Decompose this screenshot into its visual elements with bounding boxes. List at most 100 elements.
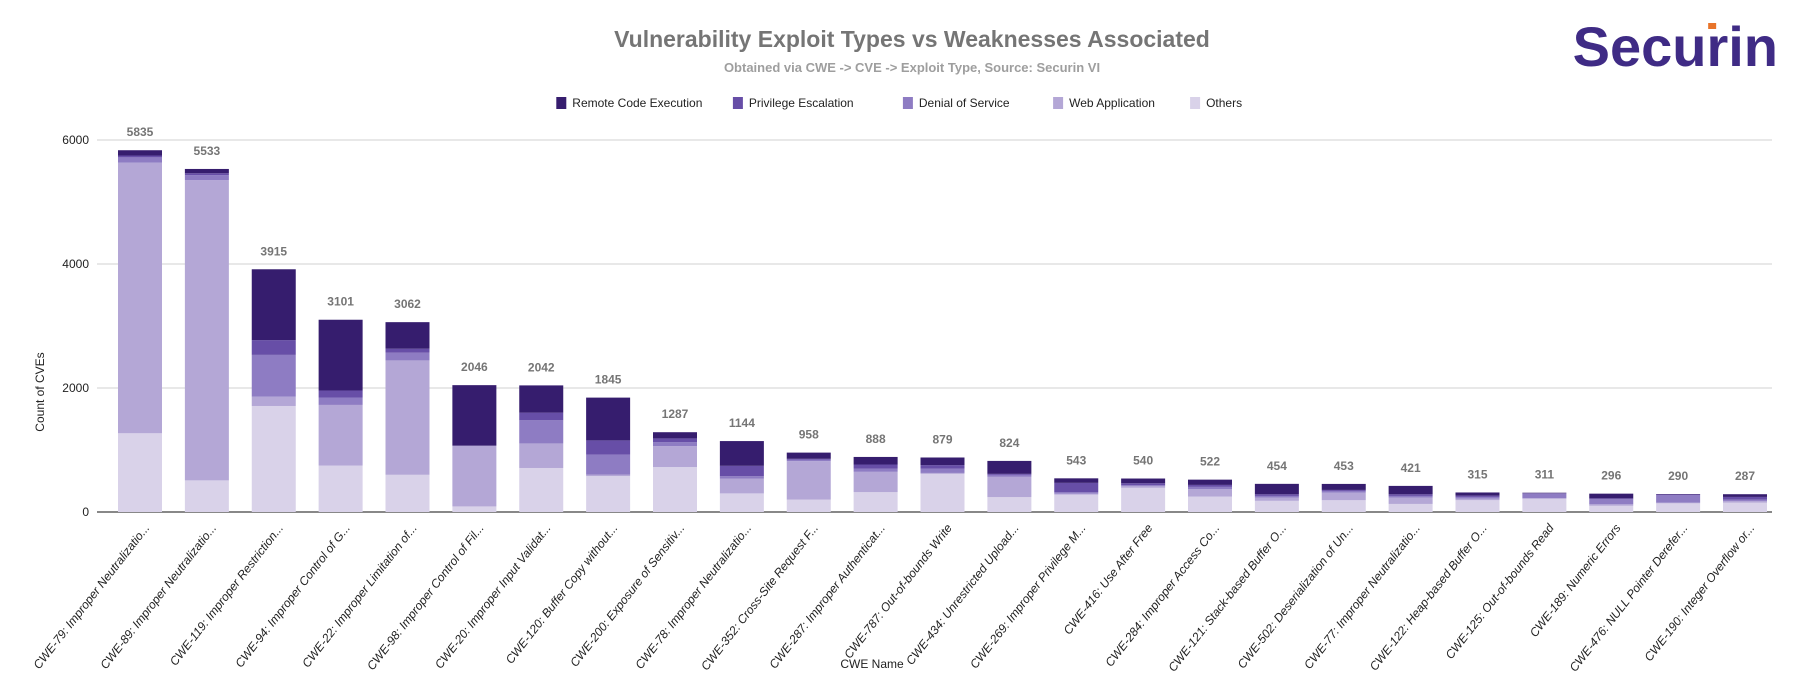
bar-segment-remote-code-execution <box>184 168 229 174</box>
bar-segment-privilege-escalation <box>853 464 898 469</box>
bar-stack <box>1054 478 1099 512</box>
bar-segment-privilege-escalation <box>1455 495 1500 497</box>
bar-segment-web-application <box>251 396 296 406</box>
bar-segment-others <box>586 476 631 512</box>
bar-segment-others <box>184 480 229 512</box>
x-axis-labels: CWE-79: Improper Neutralizatio...CWE-89:… <box>30 521 1757 674</box>
x-tick-label: CWE-89: Improper Neutralizatio... <box>97 521 219 672</box>
bar-segment-remote-code-execution <box>1188 479 1232 485</box>
bar-segment-denial-of-service <box>519 420 564 444</box>
bar-segment-remote-code-execution <box>318 319 363 391</box>
legend-swatch <box>1053 97 1064 109</box>
bar-segment-denial-of-service <box>1589 499 1634 505</box>
bar-segment-privilege-escalation <box>1054 482 1099 493</box>
total-label: 296 <box>1601 469 1621 483</box>
bar-stack <box>1522 492 1567 512</box>
bar-segment-web-application <box>1121 486 1166 488</box>
total-label: 1287 <box>662 407 689 421</box>
x-tick-label: CWE-120: Buffer Copy without... <box>503 521 621 666</box>
x-tick-label: CWE-79: Improper Neutralizatio... <box>30 521 152 672</box>
x-tick-label: CWE-287: Improper Authenticat... <box>766 521 888 671</box>
bar-segment-remote-code-execution <box>251 269 296 341</box>
total-label: 824 <box>999 436 1019 450</box>
bar-segment-web-application <box>1188 489 1232 497</box>
bar-stack <box>1656 494 1701 512</box>
bar-segment-privilege-escalation <box>1321 489 1366 491</box>
x-tick-label: CWE-121: Stack-based Buffer O... <box>1165 521 1289 674</box>
bar-segment-others <box>1723 502 1767 512</box>
bar-segment-others <box>118 433 162 512</box>
legend-item: Remote Code Execution <box>556 96 702 110</box>
bar-segment-denial-of-service <box>318 397 363 405</box>
bar-segment-privilege-escalation <box>251 340 296 355</box>
bar-segment-others <box>920 473 965 512</box>
bar-segment-web-application <box>920 472 965 474</box>
bar-segment-privilege-escalation <box>1121 483 1166 486</box>
bar-segment-web-application <box>1388 497 1433 504</box>
bar-segment-others <box>385 474 430 512</box>
total-label: 311 <box>1535 468 1555 482</box>
bar-segment-privilege-escalation <box>1388 494 1433 496</box>
bar-segment-others <box>653 467 697 512</box>
bar-segment-others <box>519 467 564 512</box>
bar-stack <box>853 456 898 512</box>
bar-stack <box>920 457 965 512</box>
bar-segment-web-application <box>987 476 1032 498</box>
x-tick-label: CWE-200: Exposure of Sensitiv... <box>567 521 687 669</box>
x-tick-label: CWE-352: Cross-Site Request F... <box>698 521 821 673</box>
bar-segment-web-application <box>1054 493 1099 495</box>
total-label: 421 <box>1401 461 1421 475</box>
bar-segment-privilege-escalation <box>385 348 430 353</box>
logo-text: Securin <box>1573 15 1778 78</box>
bar-segment-others <box>452 506 497 512</box>
bar-stack <box>1455 492 1500 512</box>
bar-segment-denial-of-service <box>719 476 764 479</box>
bar-segment-remote-code-execution <box>653 432 697 439</box>
bar-segment-remote-code-execution <box>1455 492 1500 496</box>
bar-segment-privilege-escalation <box>118 155 162 158</box>
bar-segment-others <box>1522 498 1567 512</box>
bar-segment-privilege-escalation <box>786 458 831 460</box>
bar-segment-remote-code-execution <box>920 457 965 466</box>
bar-stack <box>118 150 162 512</box>
total-label: 543 <box>1066 453 1086 467</box>
bar-segment-web-application <box>653 446 697 468</box>
bar-segment-remote-code-execution <box>1121 478 1166 484</box>
bar-segment-denial-of-service <box>786 459 831 462</box>
bar-segment-web-application <box>318 404 363 466</box>
bar-segment-web-application <box>1455 498 1500 501</box>
bar-segment-web-application <box>586 474 631 477</box>
x-tick-label: CWE-787: Out-of-bounds Write <box>841 521 955 661</box>
total-labels: 5835 5533 3915 3101 3062 2046 2042 1845 1287 1144… <box>127 125 1756 483</box>
total-label: 2042 <box>528 360 555 374</box>
bar-segment-denial-of-service <box>184 175 229 181</box>
bar-segment-web-application <box>786 461 831 500</box>
bar-segment-denial-of-service <box>586 454 631 475</box>
bar-segment-web-application <box>184 180 229 481</box>
legend-swatch <box>556 97 567 109</box>
total-label: 1845 <box>595 373 622 387</box>
bar-stack <box>653 432 697 512</box>
bar-segment-denial-of-service <box>1522 493 1567 499</box>
x-tick-label: CWE-119: Improper Restriction... <box>167 521 286 668</box>
x-tick-label: CWE-284: Improper Access Co... <box>1102 521 1222 669</box>
y-tick-label: 0 <box>82 505 89 519</box>
bar-segment-denial-of-service <box>1054 492 1099 494</box>
bar-segment-others <box>1321 500 1366 512</box>
bar-stack <box>1388 485 1433 512</box>
bar-stack <box>1254 483 1299 512</box>
legend-item: Others <box>1190 96 1242 110</box>
bar-segment-remote-code-execution <box>586 397 631 441</box>
x-tick-label: CWE-269: Improper Privilege M... <box>967 521 1088 671</box>
logo-accent-icon <box>1708 23 1717 29</box>
x-tick-label: CWE-434: Unrestricted Upload... <box>903 521 1022 667</box>
bar-segment-denial-of-service <box>385 352 430 361</box>
bar-segment-others <box>1121 487 1166 512</box>
bar-stack <box>318 319 363 512</box>
bar-segment-others <box>853 492 898 512</box>
legend-label: Privilege Escalation <box>749 96 854 110</box>
bar-segment-remote-code-execution <box>1522 492 1567 494</box>
total-label: 522 <box>1200 455 1220 469</box>
bar-segment-remote-code-execution <box>385 322 430 349</box>
